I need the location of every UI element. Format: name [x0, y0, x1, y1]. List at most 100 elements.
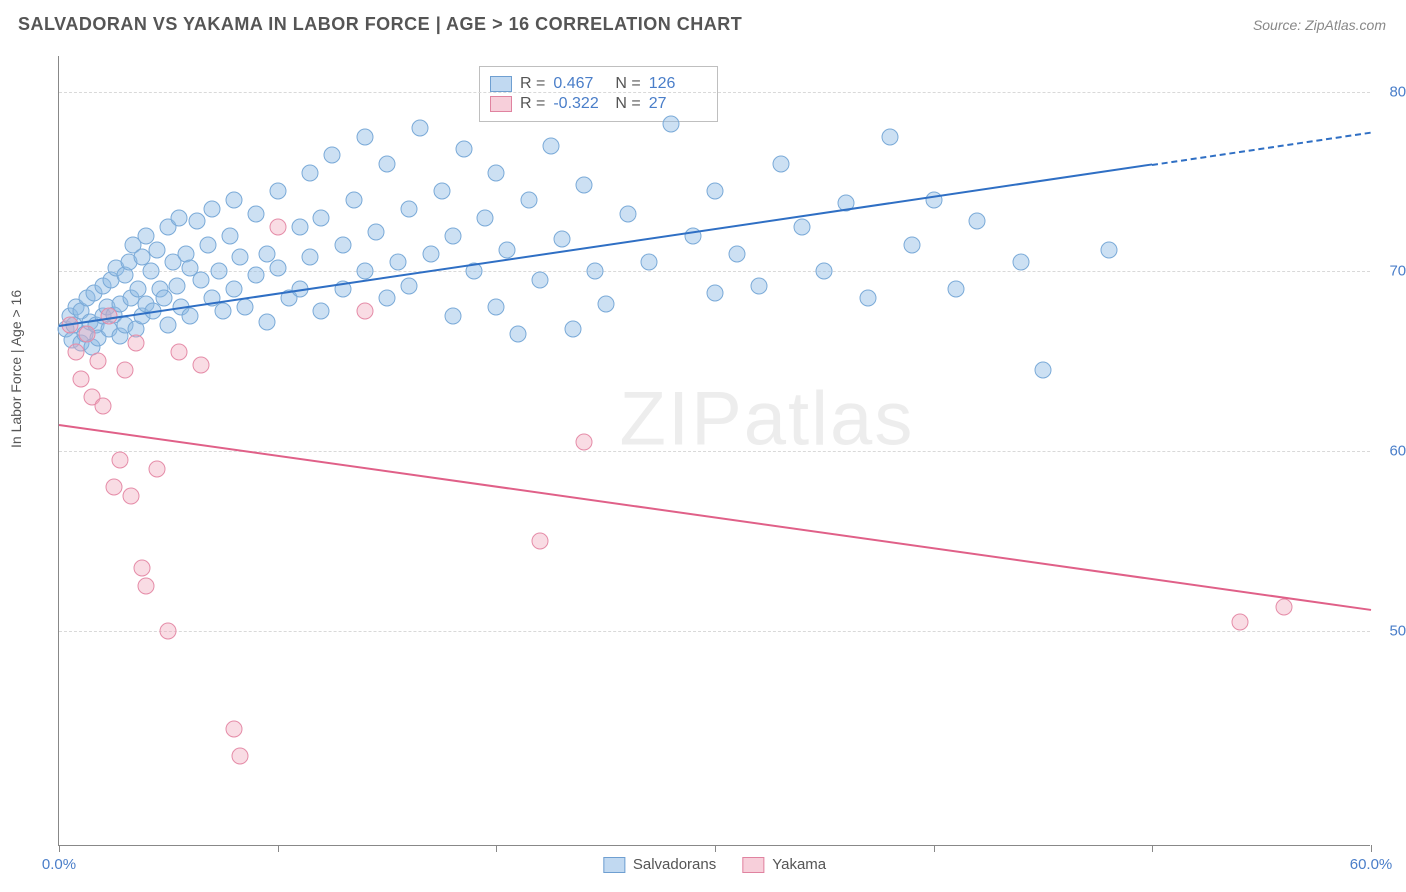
- data-point: [389, 254, 406, 271]
- data-point: [232, 748, 249, 765]
- data-point: [488, 164, 505, 181]
- x-tick-label: 60.0%: [1350, 856, 1393, 873]
- data-point: [160, 622, 177, 639]
- data-point: [68, 344, 85, 361]
- watermark-atlas: atlas: [744, 376, 915, 461]
- r-value: -0.322: [553, 95, 607, 113]
- x-tick: [934, 845, 935, 852]
- legend-item-salvadorans: Salvadorans: [603, 856, 716, 873]
- data-point: [794, 218, 811, 235]
- x-tick: [278, 845, 279, 852]
- watermark: ZIPatlas: [620, 375, 915, 462]
- stats-row-yakama: R = -0.322 N = 27: [490, 95, 703, 113]
- y-tick-label: 50.0%: [1376, 622, 1406, 639]
- data-point: [313, 302, 330, 319]
- data-point: [357, 302, 374, 319]
- x-tick: [1152, 845, 1153, 852]
- trend-line: [1152, 131, 1371, 165]
- data-point: [433, 182, 450, 199]
- data-point: [1035, 362, 1052, 379]
- data-point: [193, 272, 210, 289]
- data-point: [193, 356, 210, 373]
- data-point: [324, 146, 341, 163]
- y-tick-label: 70.0%: [1376, 263, 1406, 280]
- data-point: [160, 317, 177, 334]
- data-point: [302, 164, 319, 181]
- data-point: [532, 272, 549, 289]
- data-point: [444, 308, 461, 325]
- data-point: [881, 128, 898, 145]
- gridline: [59, 92, 1370, 93]
- r-label: R =: [520, 95, 545, 113]
- stats-legend: R = 0.467 N = 126 R = -0.322 N = 27: [479, 66, 718, 122]
- data-point: [411, 119, 428, 136]
- data-point: [1231, 613, 1248, 630]
- series-legend: Salvadorans Yakama: [603, 856, 826, 873]
- data-point: [860, 290, 877, 307]
- watermark-zip: ZIP: [620, 376, 744, 461]
- data-point: [444, 227, 461, 244]
- data-point: [543, 137, 560, 154]
- data-point: [379, 155, 396, 172]
- data-point: [149, 241, 166, 258]
- data-point: [188, 213, 205, 230]
- y-axis-label: In Labor Force | Age > 16: [8, 290, 24, 448]
- swatch-icon: [490, 96, 512, 112]
- data-point: [422, 245, 439, 262]
- data-point: [707, 182, 724, 199]
- data-point: [335, 236, 352, 253]
- data-point: [575, 177, 592, 194]
- swatch-icon: [603, 857, 625, 873]
- data-point: [816, 263, 833, 280]
- data-point: [79, 326, 96, 343]
- data-point: [903, 236, 920, 253]
- data-point: [155, 290, 172, 307]
- data-point: [269, 259, 286, 276]
- data-point: [947, 281, 964, 298]
- r-value: 0.467: [553, 75, 607, 93]
- data-point: [269, 218, 286, 235]
- data-point: [1013, 254, 1030, 271]
- data-point: [641, 254, 658, 271]
- x-tick-label: 0.0%: [42, 856, 76, 873]
- x-tick: [715, 845, 716, 852]
- plot-area: ZIPatlas R = 0.467 N = 126 R = -0.322 N …: [58, 56, 1370, 846]
- data-point: [127, 335, 144, 352]
- legend-label: Yakama: [772, 856, 826, 873]
- data-point: [199, 236, 216, 253]
- data-point: [346, 191, 363, 208]
- n-value: 27: [649, 95, 703, 113]
- swatch-icon: [490, 76, 512, 92]
- data-point: [368, 223, 385, 240]
- data-point: [400, 277, 417, 294]
- data-point: [149, 460, 166, 477]
- data-point: [269, 182, 286, 199]
- n-label: N =: [615, 75, 640, 93]
- data-point: [204, 200, 221, 217]
- legend-item-yakama: Yakama: [742, 856, 826, 873]
- y-tick-label: 60.0%: [1376, 443, 1406, 460]
- data-point: [619, 206, 636, 223]
- stats-row-salvadorans: R = 0.467 N = 126: [490, 75, 703, 93]
- data-point: [663, 116, 680, 133]
- data-point: [510, 326, 527, 343]
- data-point: [477, 209, 494, 226]
- data-point: [291, 218, 308, 235]
- x-tick: [59, 845, 60, 852]
- data-point: [247, 206, 264, 223]
- data-point: [134, 559, 151, 576]
- chart-title: SALVADORAN VS YAKAMA IN LABOR FORCE | AG…: [18, 14, 742, 35]
- data-point: [586, 263, 603, 280]
- data-point: [772, 155, 789, 172]
- x-tick: [1371, 845, 1372, 852]
- data-point: [221, 227, 238, 244]
- chart-source: Source: ZipAtlas.com: [1253, 17, 1386, 33]
- data-point: [575, 434, 592, 451]
- data-point: [750, 277, 767, 294]
- data-point: [302, 249, 319, 266]
- data-point: [925, 191, 942, 208]
- data-point: [225, 191, 242, 208]
- data-point: [171, 344, 188, 361]
- data-point: [116, 362, 133, 379]
- data-point: [379, 290, 396, 307]
